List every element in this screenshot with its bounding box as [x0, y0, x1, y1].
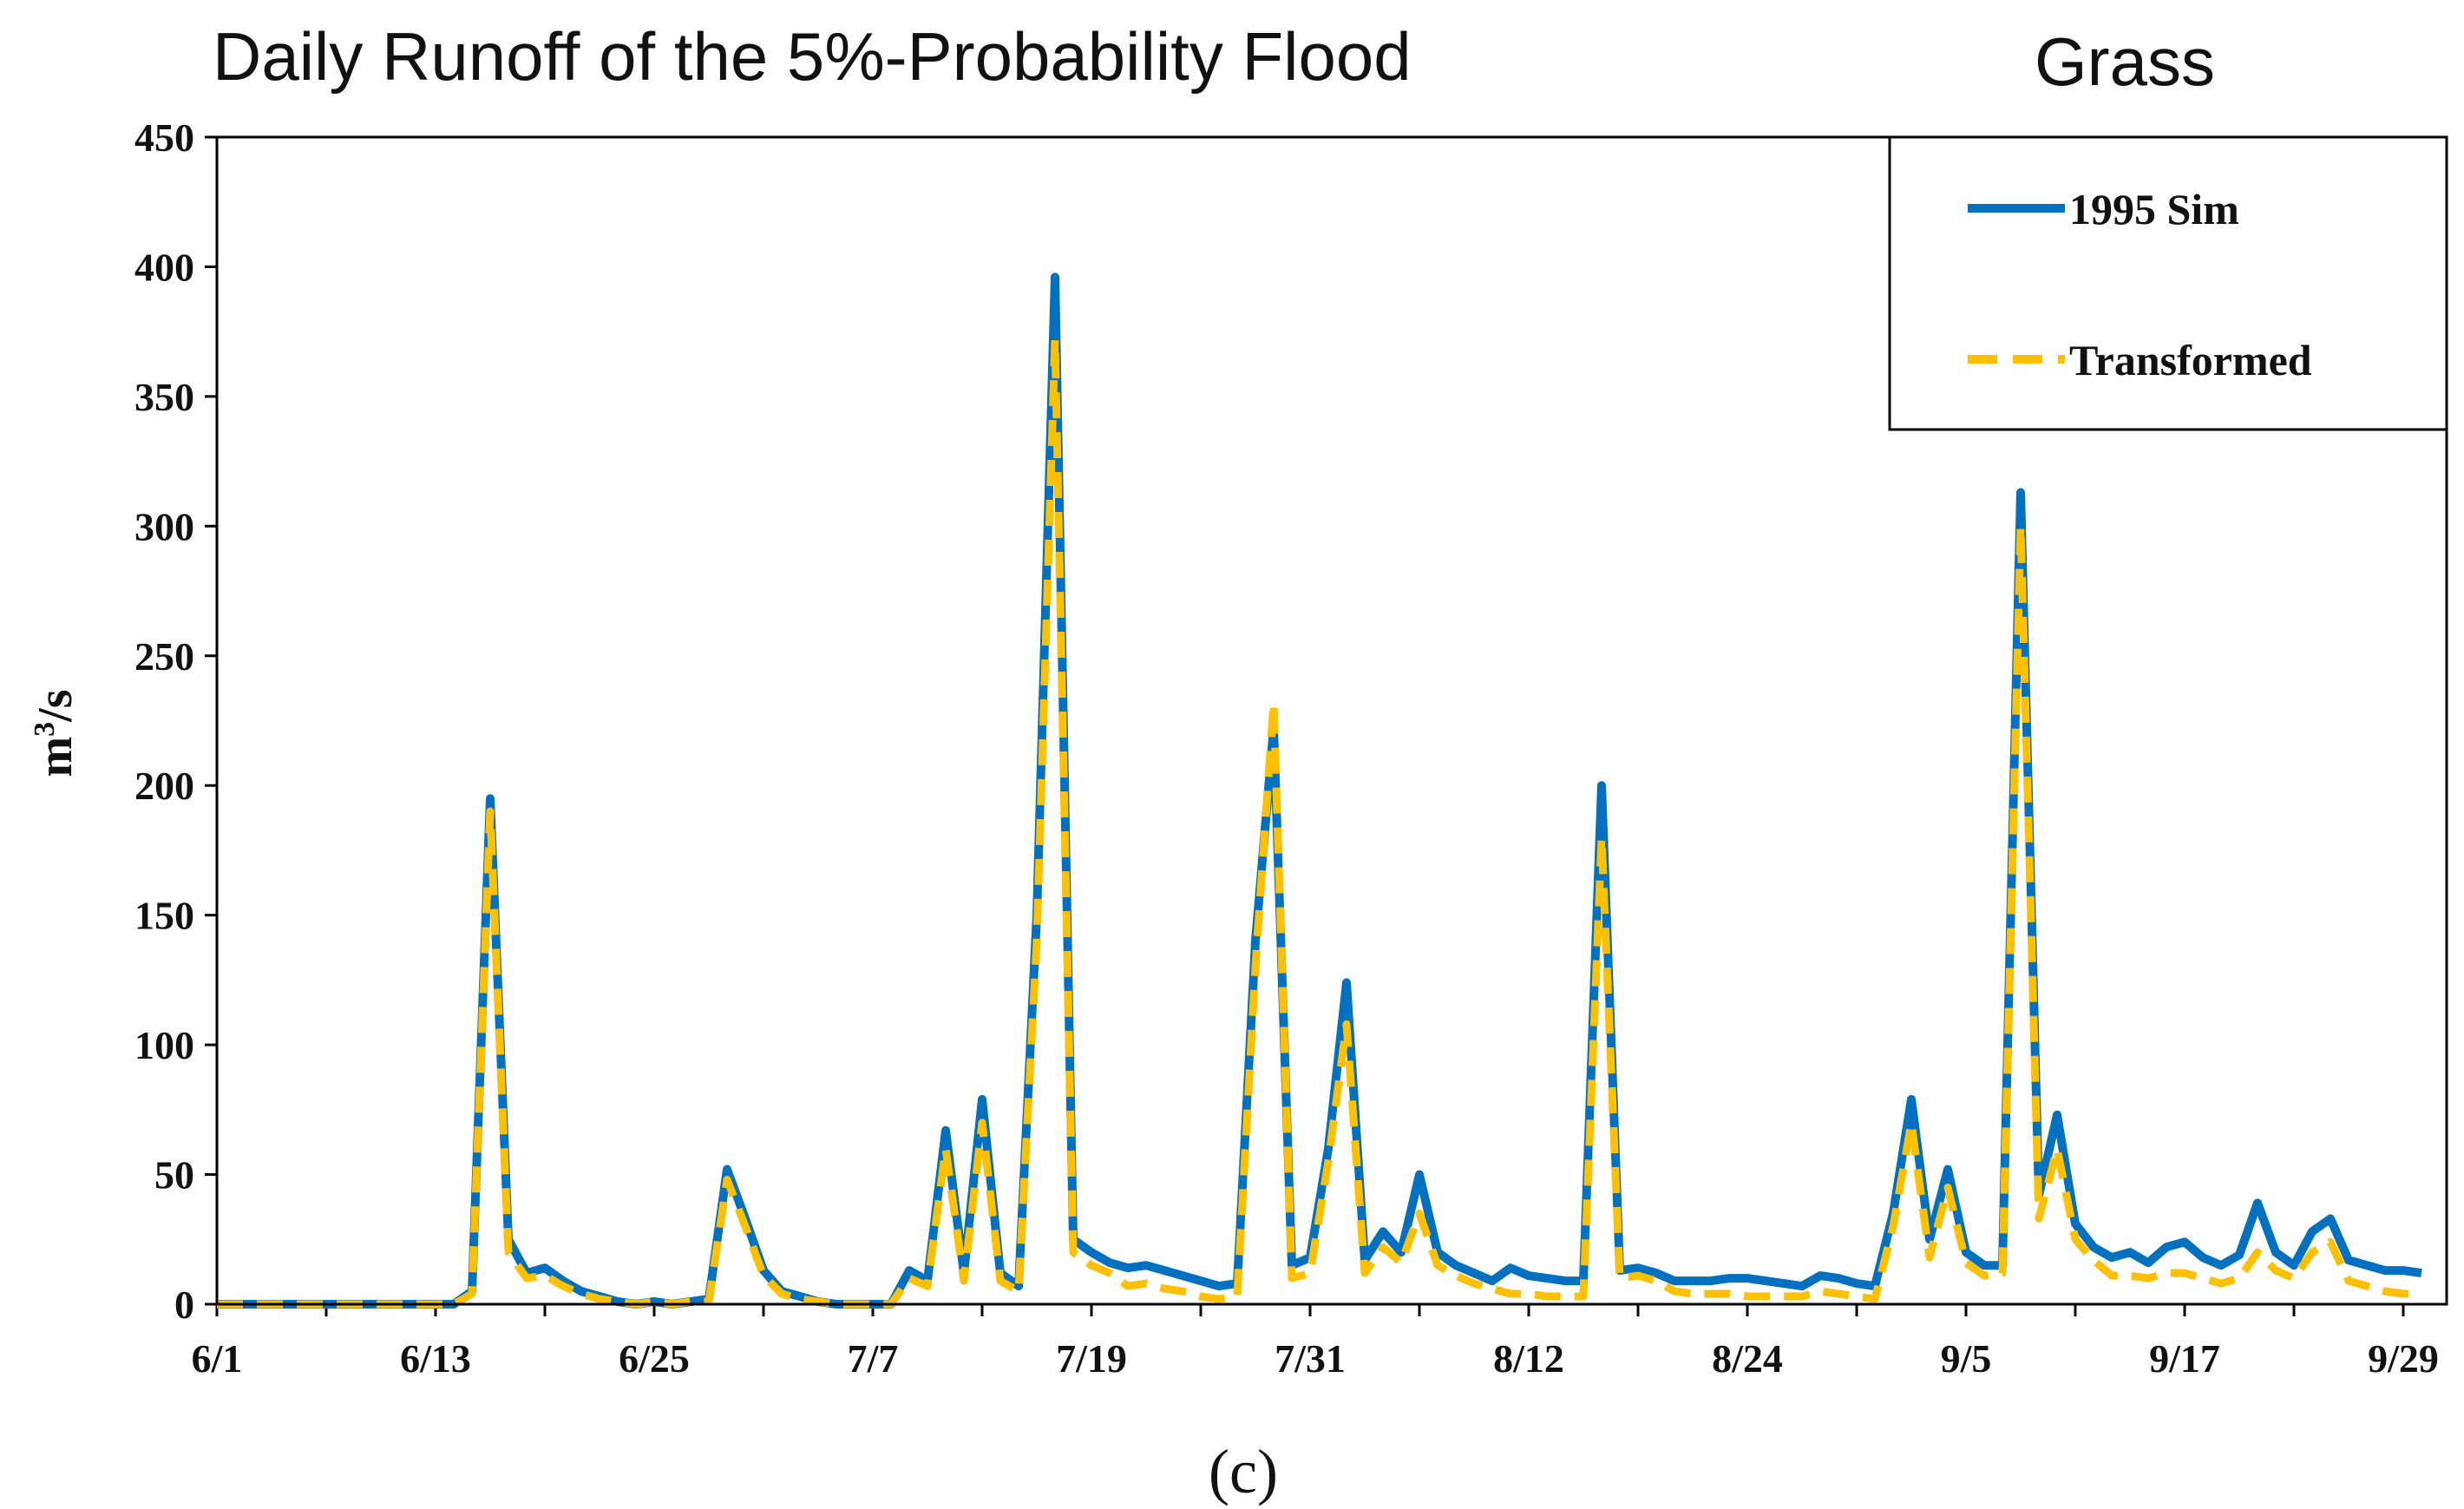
- y-tick-label: 200: [134, 764, 194, 808]
- y-tick-label: 450: [134, 115, 194, 160]
- legend-label-sim: 1995 Sim: [2069, 185, 2239, 233]
- y-axis-label-base: m: [29, 737, 82, 777]
- x-tick-label: 9/5: [1941, 1336, 1992, 1381]
- series-layer: [217, 272, 2422, 1309]
- y-tick-label: 50: [154, 1153, 194, 1197]
- chart-title: Daily Runoff of the 5%-Probability Flood: [213, 18, 1412, 95]
- x-axis-ticks: 6/1 6/13 6/25 7/7 7/19 7/31 8/12 8/24 9/5 9/17 9/2…: [192, 1304, 2439, 1381]
- x-tick-label: 6/25: [619, 1336, 690, 1381]
- x-tick-label: 8/24: [1712, 1336, 1783, 1381]
- x-tick-label: 7/19: [1056, 1336, 1127, 1381]
- y-tick-label: 350: [134, 375, 194, 419]
- x-tick-label: 8/12: [1493, 1336, 1564, 1381]
- series-line-transformed: [217, 335, 2421, 1309]
- x-tick-label: 7/31: [1275, 1336, 1346, 1381]
- y-tick-label: 150: [134, 894, 194, 938]
- chart-subtitle: Grass: [2035, 23, 2215, 100]
- x-tick-label: 9/17: [2149, 1336, 2220, 1381]
- y-tick-label: 100: [134, 1023, 194, 1067]
- y-tick-label: 300: [134, 504, 194, 548]
- x-tick-label: 6/1: [192, 1336, 243, 1381]
- x-tick-label: 6/13: [400, 1336, 471, 1381]
- y-tick-label: 250: [134, 634, 194, 679]
- y-tick-label: 0: [174, 1283, 194, 1327]
- legend-box: [1888, 135, 2448, 431]
- y-tick-label: 400: [134, 245, 194, 289]
- legend-label-transformed: Transformed: [2069, 336, 2312, 384]
- y-axis-label-rest: /s: [29, 689, 82, 722]
- x-tick-label: 9/29: [2368, 1336, 2439, 1381]
- y-axis-ticks: 0 50 100 150 200 250 300 350 400 450: [134, 115, 217, 1327]
- plot-frame: [215, 135, 2448, 1306]
- legend: 1995 Sim Transformed: [1888, 135, 2448, 431]
- y-axis-label-sup: 3: [29, 722, 61, 737]
- y-axis-label: m3/s: [29, 689, 82, 777]
- series-line-1995-sim: [217, 272, 2422, 1309]
- figure-caption: (c): [1209, 1437, 1278, 1506]
- x-tick-label: 7/7: [848, 1336, 899, 1381]
